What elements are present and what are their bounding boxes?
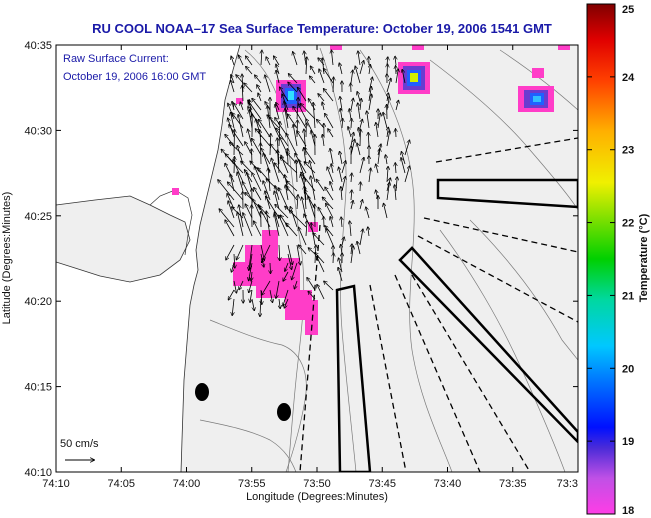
x-tick-label: 74:05 [107,478,135,490]
map-area: 50 cm/s Raw Surface Current: October 19,… [56,45,578,472]
x-tick-label: 73:3 [557,478,578,490]
colorbar-tick-label: 19 [622,436,634,448]
current-vector [270,263,271,273]
y-tick-label: 40:25 [24,211,52,223]
y-tick-label: 40:35 [24,40,52,52]
y-axis-label: Latitude (Degrees:Minutes) [1,192,13,325]
x-axis-label: Longitude (Degrees:Minutes) [246,491,388,503]
figure-title: RU COOL NOAA–17 Sea Surface Temperature:… [92,21,552,36]
x-tick-label: 73:35 [499,478,527,490]
current-vector [360,129,361,146]
x-tick-label: 73:55 [238,478,266,490]
colorbar-label: Temperature (°C) [638,213,650,302]
scale-label: 50 cm/s [60,438,99,450]
current-vector [360,182,361,191]
current-vector [387,64,388,74]
colorbar-tick-label: 21 [622,290,634,302]
x-tick-label: 74:10 [42,478,70,490]
y-tick-label: 40:30 [24,125,52,137]
current-vector [297,120,298,137]
x-tick-label: 73:45 [368,478,396,490]
x-tick-label: 73:50 [303,478,331,490]
y-tick-label: 40:10 [24,467,52,479]
colorbar-tick-label: 25 [622,4,634,16]
current-vector [396,129,397,137]
y-tick-label: 40:15 [24,382,52,394]
colorbar-tick-label: 24 [622,72,635,84]
x-tick-label: 74:00 [173,478,201,490]
sst-map-figure: RU COOL NOAA–17 Sea Surface Temperature:… [0,0,651,518]
colorbar-tick-label: 18 [622,505,634,517]
current-label-line1: Raw Surface Current: [63,53,169,65]
current-label-line2: October 19, 2006 16:00 GMT [63,71,206,83]
colorbar-tick-label: 20 [622,363,634,375]
current-vector [252,149,253,164]
current-vector [333,253,334,263]
colorbar: 25 24 23 22 21 20 19 18 Temperature (°C) [587,4,650,517]
colorbar-tick-label: 22 [622,218,634,230]
y-tick-label: 40:20 [24,296,52,308]
current-vector [261,143,262,164]
colorbar-gradient [587,4,615,514]
colorbar-tick-label: 23 [622,145,634,157]
current-vector [234,157,235,173]
x-tick-label: 73:40 [434,478,462,490]
